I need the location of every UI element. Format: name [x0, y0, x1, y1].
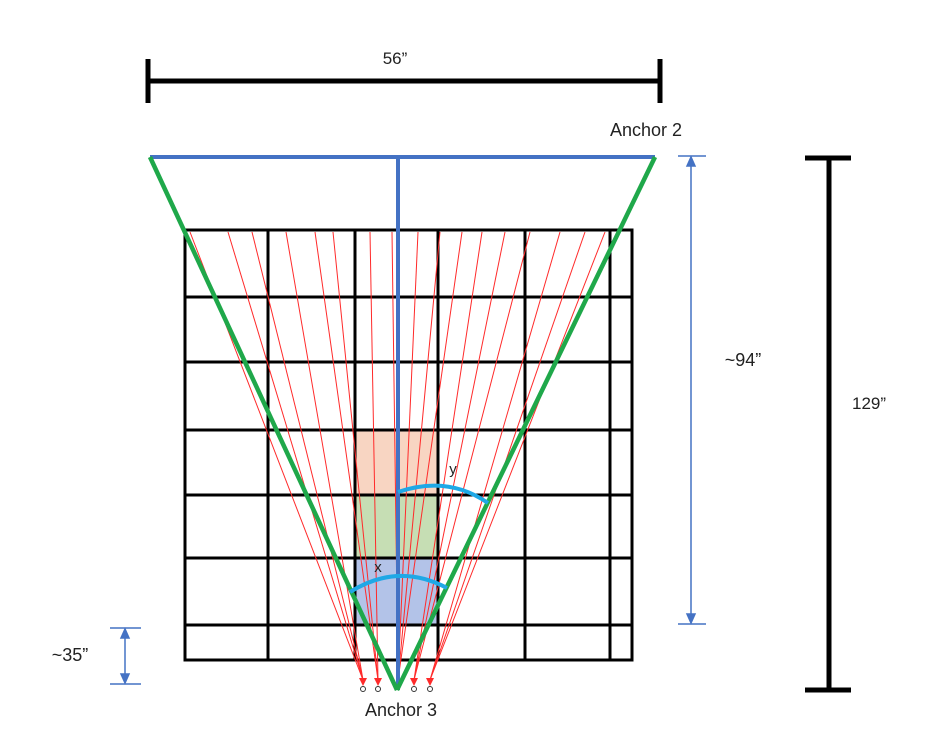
red-ray	[251, 231, 364, 681]
green-cone	[147, 156, 658, 691]
anchor-3-label: Anchor 3	[365, 700, 437, 720]
angle-y-label: y	[449, 461, 457, 478]
total-height-label: 129”	[852, 394, 886, 413]
red-ray	[397, 231, 463, 681]
anchor-2-label: Anchor 2	[610, 120, 682, 140]
red-ray	[332, 231, 379, 681]
bottom-offset-label: ~35”	[52, 645, 89, 665]
red-ray	[285, 231, 364, 681]
total-height-dimension	[805, 155, 851, 693]
red-ray	[413, 231, 483, 681]
red-ray	[429, 231, 586, 681]
top-width-label: 56”	[383, 49, 408, 68]
top-width-dimension	[145, 59, 663, 103]
inner-height-dimension	[678, 155, 706, 625]
angle-x-label: x	[374, 559, 382, 576]
emitter-marker	[410, 678, 418, 692]
panel-grid	[183, 228, 634, 662]
inner-height-label: ~94”	[725, 350, 762, 370]
emitter-marker	[359, 678, 367, 692]
red-ray	[227, 231, 364, 681]
red-ray	[369, 231, 379, 681]
angle-arcs	[348, 483, 490, 594]
red-ray	[413, 231, 506, 681]
red-ray	[397, 231, 441, 681]
angle-arc-x	[348, 573, 448, 594]
red-ray	[413, 231, 531, 681]
angle-arc-y	[397, 483, 490, 505]
red-ray	[397, 231, 419, 681]
emitter-marker	[426, 678, 434, 692]
emitter-markers	[359, 678, 434, 692]
red-ray	[429, 231, 606, 681]
emitter-marker	[374, 678, 382, 692]
red-ray	[314, 231, 379, 681]
bottom-offset-dimension	[110, 627, 141, 685]
blue-frame	[150, 155, 655, 690]
red-ray	[429, 231, 561, 681]
